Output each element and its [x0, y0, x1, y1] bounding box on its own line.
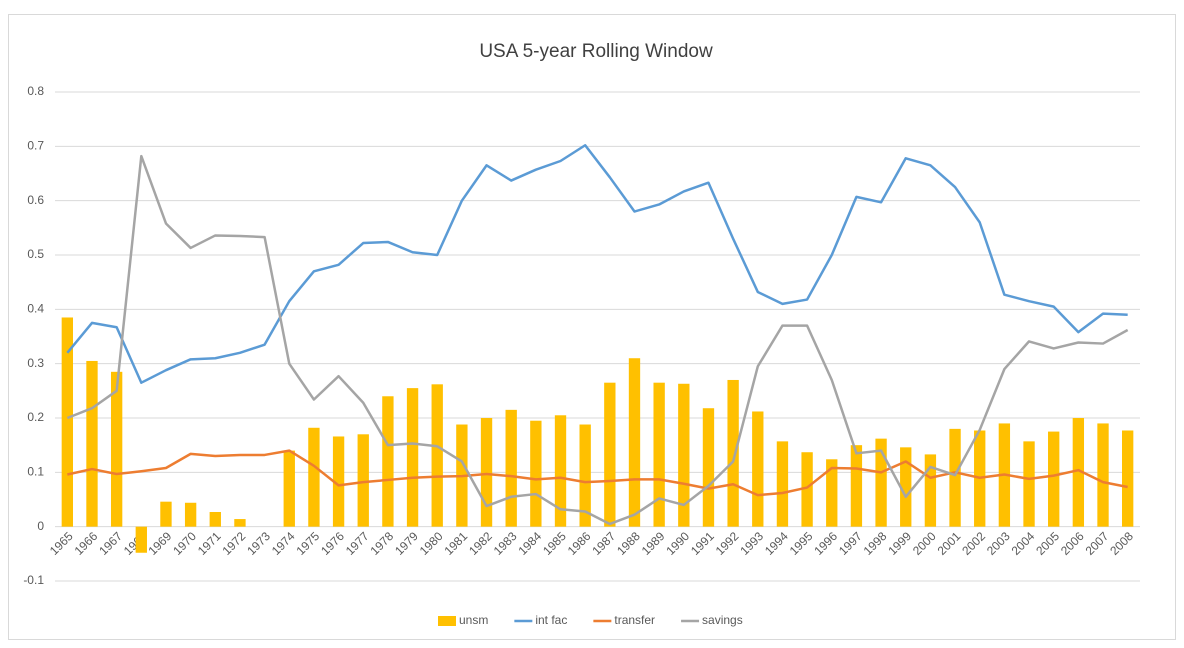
bar — [826, 459, 838, 527]
bar — [283, 450, 295, 527]
bar — [678, 383, 690, 527]
y-tick-label: 0.3 — [27, 356, 44, 370]
bar — [1048, 431, 1060, 527]
bar — [727, 379, 739, 527]
bar — [160, 501, 172, 527]
bar — [924, 454, 937, 527]
bar — [480, 418, 493, 527]
y-tick-label: 0.4 — [27, 302, 44, 316]
bar — [604, 382, 616, 527]
bar — [653, 382, 665, 527]
bar — [110, 371, 123, 527]
y-tick-label: 0.2 — [27, 410, 44, 424]
bar — [776, 441, 789, 527]
y-tick-label: 0.7 — [27, 139, 44, 153]
line-series — [66, 143, 1128, 384]
bar — [308, 427, 320, 527]
bar — [875, 438, 887, 527]
y-tick-label: 0.6 — [27, 193, 44, 207]
bar — [1072, 418, 1085, 527]
legend-label: unsm — [459, 613, 488, 627]
bar — [332, 436, 345, 527]
chart-title: USA 5-year Rolling Window — [479, 41, 713, 62]
bar — [382, 396, 394, 527]
y-tick-label: 0.1 — [27, 465, 44, 479]
bar — [135, 526, 147, 553]
chart-border — [8, 14, 1176, 640]
bar — [209, 511, 221, 527]
bar — [530, 420, 542, 527]
bar — [234, 519, 246, 527]
line-series — [66, 154, 1129, 526]
bar — [1097, 423, 1109, 527]
bar — [505, 409, 517, 527]
bar — [900, 447, 912, 527]
y-tick-label: 0.8 — [27, 84, 44, 98]
legend-label: transfer — [614, 613, 655, 627]
bar — [1121, 430, 1134, 527]
legend-label: savings — [702, 613, 743, 627]
y-tick-label: 0.5 — [27, 247, 44, 261]
bar — [86, 360, 98, 527]
y-tick-label: -0.1 — [23, 573, 44, 587]
bar — [184, 502, 197, 527]
bar — [554, 415, 567, 527]
bar — [752, 411, 764, 527]
bar — [61, 317, 74, 527]
legend-label: int fac — [535, 613, 567, 627]
bar — [850, 445, 863, 527]
bar — [357, 434, 369, 527]
bar — [579, 424, 591, 527]
bar — [801, 452, 813, 527]
legend-swatch — [438, 616, 456, 626]
bar — [431, 384, 443, 527]
bar — [628, 358, 641, 527]
bar — [949, 428, 961, 527]
bar — [406, 388, 419, 527]
y-tick-label: 0 — [37, 519, 44, 533]
bar — [1023, 441, 1035, 527]
bar — [702, 408, 715, 527]
